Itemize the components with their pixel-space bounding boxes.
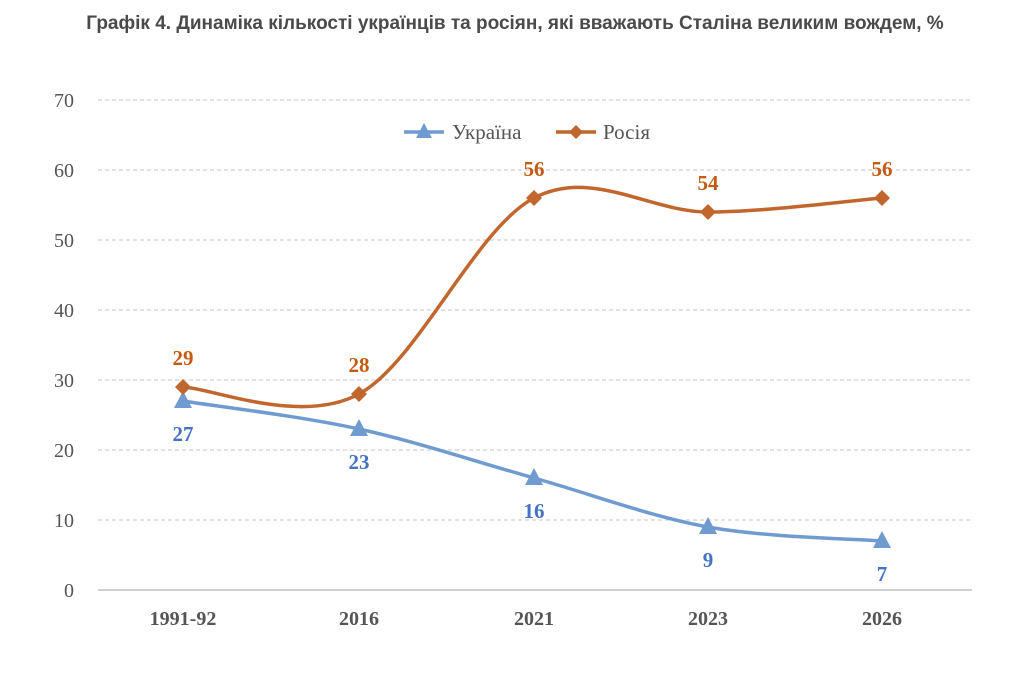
x-axis-ticks: 1991-92 2016 2021 2023 2026 (150, 608, 902, 630)
y-tick-label: 70 (54, 90, 74, 112)
data-point-marker (174, 391, 192, 408)
data-point-marker (874, 190, 890, 206)
data-label: 54 (698, 171, 720, 195)
data-label: 23 (349, 450, 370, 474)
data-point-marker (351, 386, 367, 402)
x-tick-label: 2026 (862, 608, 902, 630)
x-tick-label: 2021 (514, 608, 554, 630)
legend-marker (416, 123, 432, 138)
data-label: 28 (349, 353, 370, 377)
legend: Україна Росія (404, 120, 650, 144)
data-label: 56 (872, 157, 893, 181)
data-label: 27 (173, 422, 194, 446)
data-point-marker (175, 379, 191, 395)
data-point-marker (699, 517, 717, 534)
data-label: 9 (703, 548, 714, 572)
data-point-marker (700, 204, 716, 220)
grid-lines (98, 99, 972, 521)
y-tick-label: 10 (54, 510, 74, 532)
data-label: 7 (877, 562, 888, 586)
series-group (174, 185, 891, 548)
y-tick-label: 20 (54, 440, 74, 462)
legend-label: Україна (452, 120, 522, 144)
y-tick-label: 0 (64, 580, 74, 602)
x-tick-label: 2023 (688, 608, 728, 630)
data-label: 56 (524, 157, 545, 181)
x-tick-label: 2016 (339, 608, 379, 630)
legend-marker (569, 125, 583, 139)
y-tick-label: 50 (54, 230, 74, 252)
data-point-marker (525, 468, 543, 485)
legend-label: Росія (603, 120, 650, 144)
chart-title: Графік 4. Динаміка кількості українців т… (86, 13, 944, 34)
data-point-marker (350, 419, 368, 436)
data-label: 29 (173, 346, 194, 370)
y-tick-label: 40 (54, 300, 74, 322)
x-tick-label: 1991-92 (150, 608, 217, 630)
y-tick-label: 30 (54, 370, 74, 392)
y-axis-ticks: 0 10 20 30 40 50 60 70 (54, 90, 74, 602)
data-labels: 27 23 16 9 7 29 28 56 54 56 (173, 157, 893, 586)
data-point-marker (526, 190, 542, 206)
y-tick-label: 60 (54, 160, 74, 182)
series-line (181, 185, 884, 409)
data-label: 16 (524, 499, 545, 523)
data-point-marker (873, 531, 891, 548)
